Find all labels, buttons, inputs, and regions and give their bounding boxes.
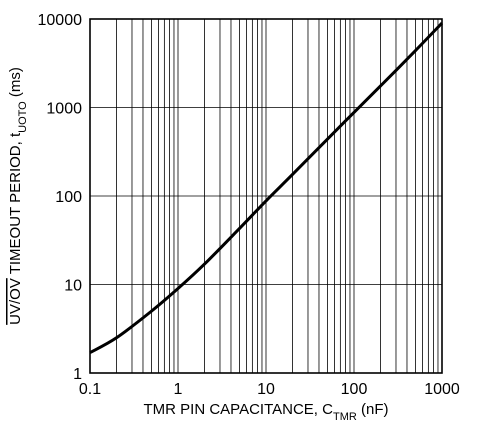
- plot-frame: [89, 18, 443, 374]
- label-part: TIMEOUT PERIOD, t: [7, 132, 24, 278]
- plot-border: [89, 18, 443, 374]
- x-tick-label: 1: [174, 381, 183, 398]
- y-axis-label: UV/OV TIMEOUT PERIOD, tUOTO (ms): [7, 67, 29, 325]
- series-group: [89, 22, 444, 354]
- label-part: UOTO: [17, 101, 29, 133]
- y-tick-label: 100: [55, 189, 82, 206]
- x-tick-label: 0.1: [79, 381, 101, 398]
- label-part: TMR: [333, 411, 357, 423]
- y-tick-label: 10: [64, 278, 82, 295]
- x-axis-label: TMR PIN CAPACITANCE, CTMR (nF): [144, 401, 389, 423]
- x-tick-labels: 0.1 1 10 100 1000: [79, 381, 460, 398]
- y-tick-label: 1000: [46, 101, 82, 118]
- x-tick-label: 100: [341, 381, 368, 398]
- y-tick-label: 10000: [38, 12, 83, 29]
- x-tick-label: 10: [257, 381, 275, 398]
- label-part: TMR PIN CAPACITANCE, C: [144, 401, 334, 418]
- label-part: (ms): [7, 67, 24, 101]
- y-tick-label: 1: [73, 366, 82, 383]
- x-tick-label: 1000: [424, 381, 460, 398]
- y-tick-labels: 1 10 100 1000 10000: [38, 12, 83, 383]
- label-part: UV/OV: [7, 278, 24, 325]
- label-part: (nF): [357, 401, 389, 418]
